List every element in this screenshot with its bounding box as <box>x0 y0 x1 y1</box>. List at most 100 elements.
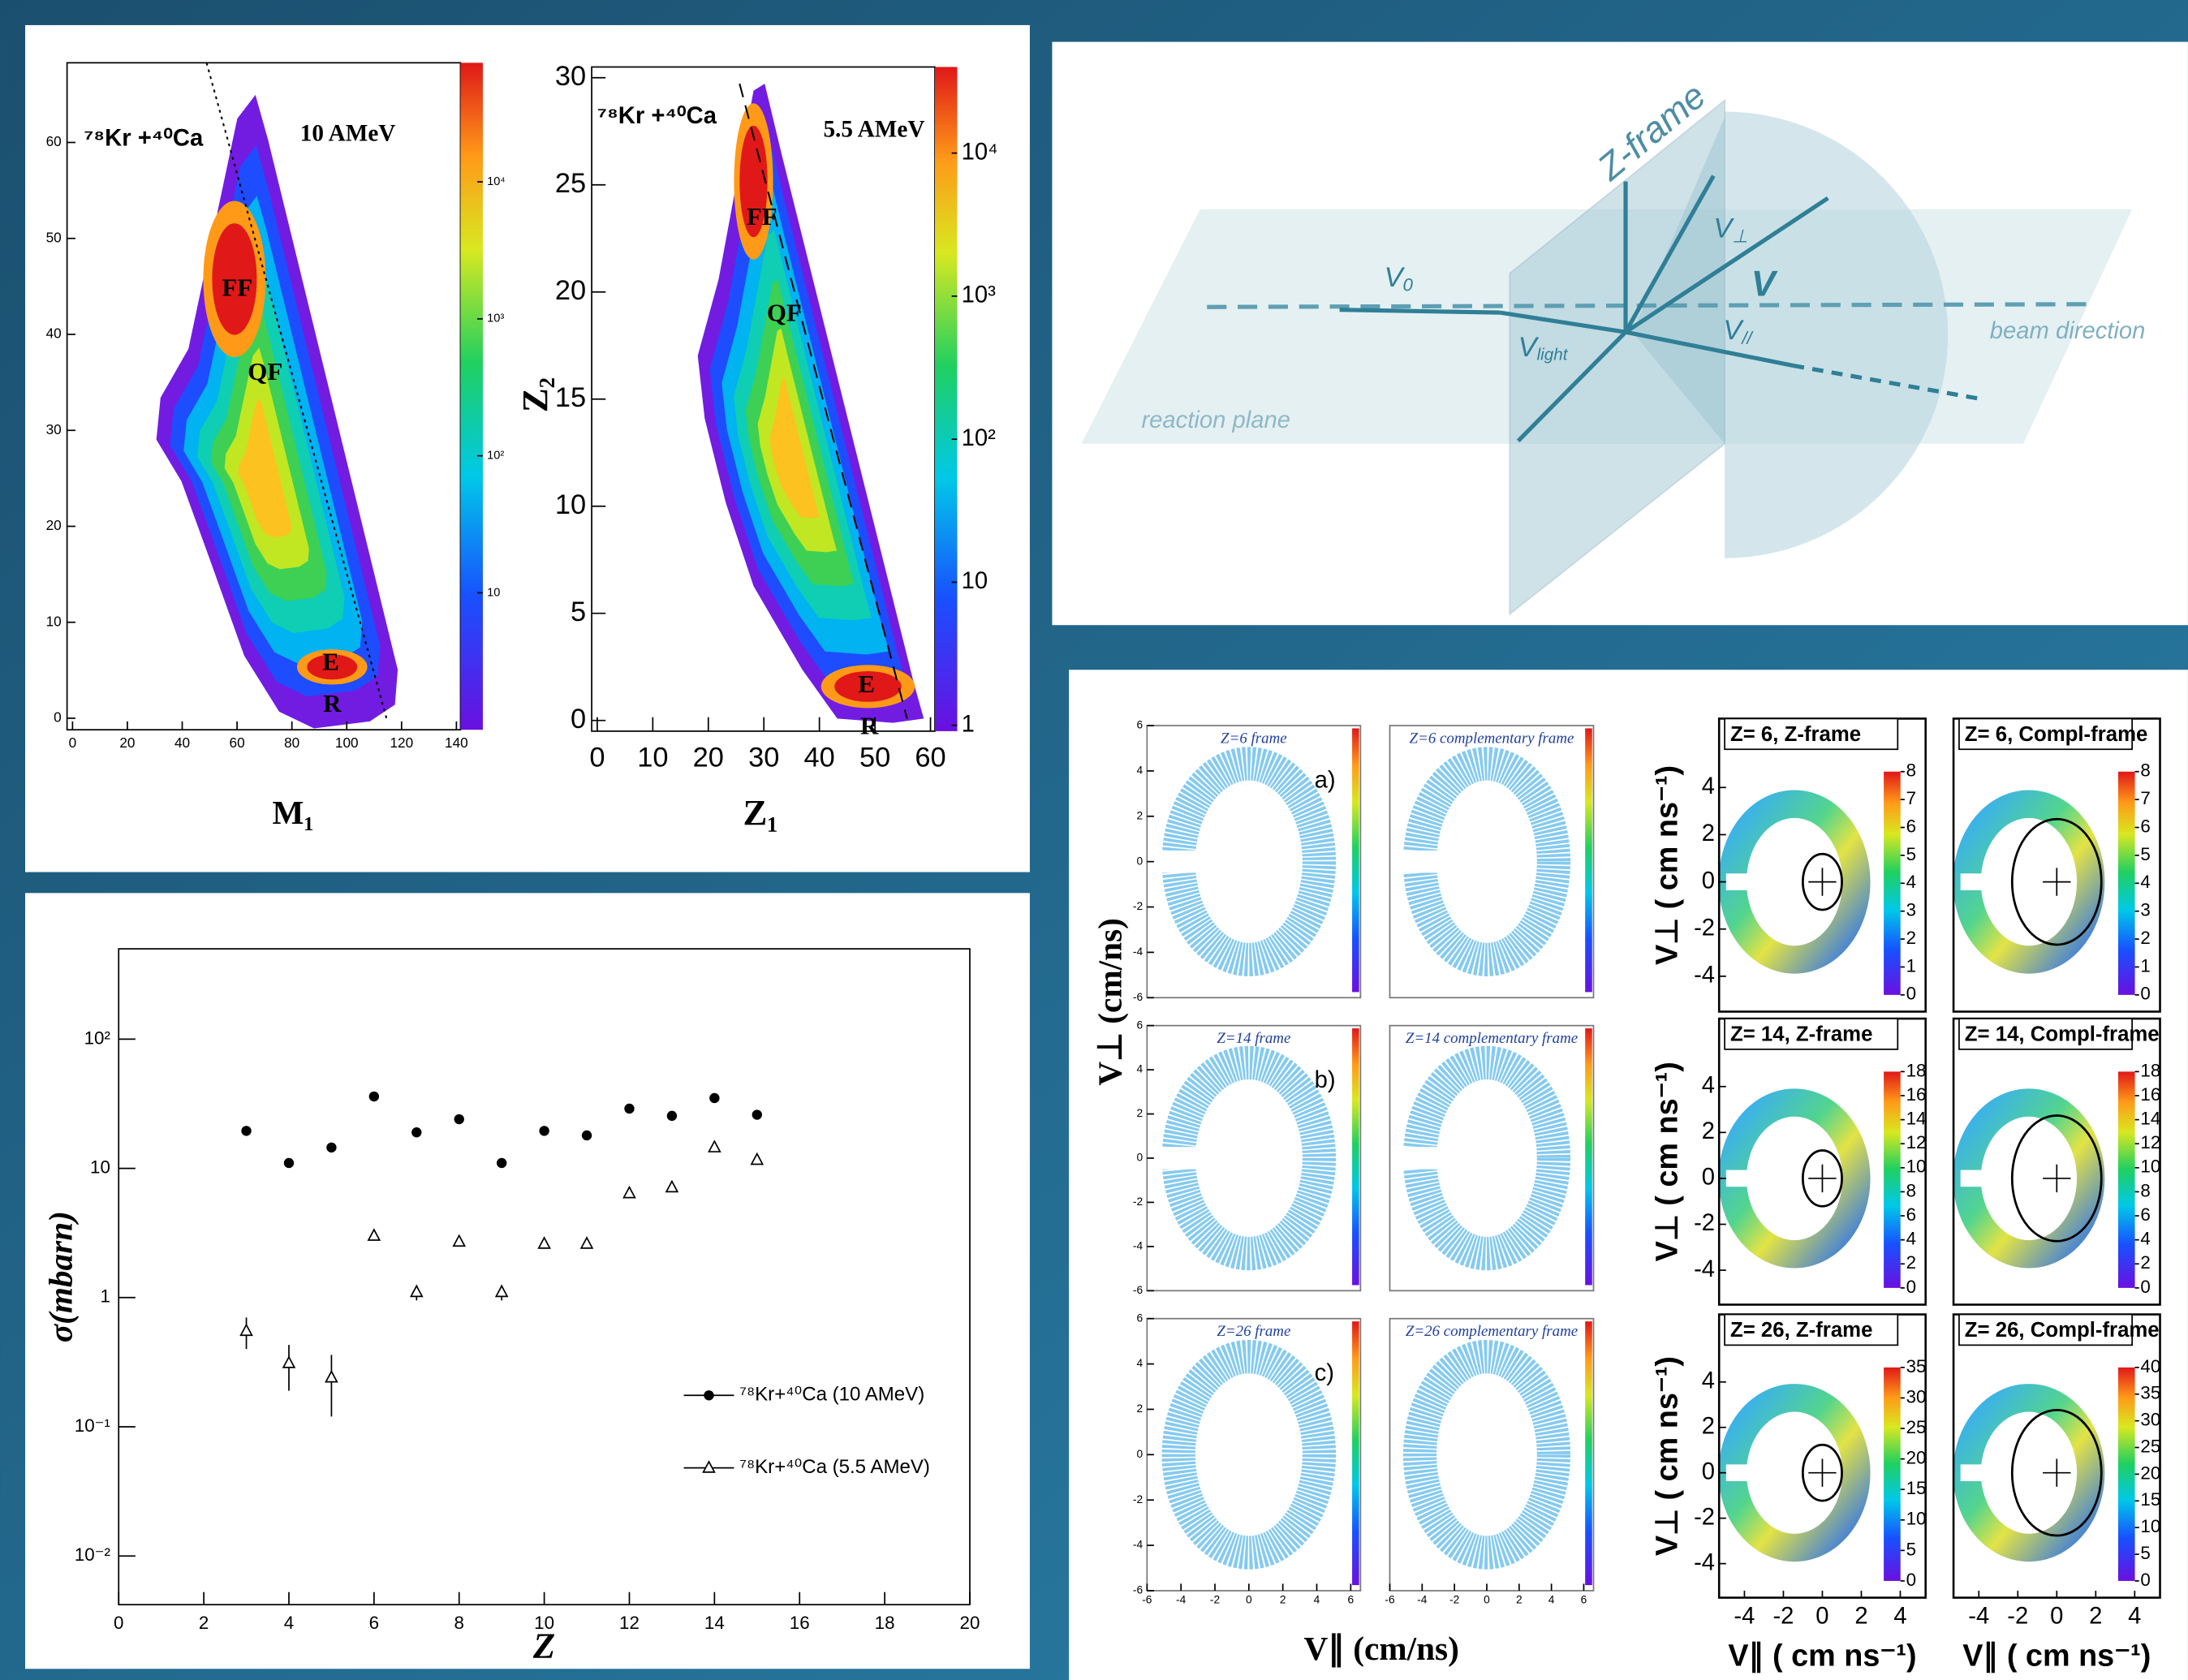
y-tick-label: 15 <box>555 382 586 413</box>
data-point <box>497 1158 506 1168</box>
heatmap-gap <box>1726 1464 1782 1481</box>
panel-label: b) <box>1315 1067 1336 1093</box>
annotation: R <box>323 689 342 717</box>
colorbar-tick-label: 1 <box>962 711 975 737</box>
y-tick-label: 2 <box>1137 809 1144 821</box>
x-tick-label: 4 <box>1314 1594 1320 1606</box>
beam-line <box>1207 304 2086 307</box>
x-tick-label: 0 <box>69 734 77 751</box>
y-axis-title: V⊥ ( cm ns⁻¹) <box>1650 1356 1684 1556</box>
annotation: ⁷⁸Kr +⁴⁰Ca <box>84 126 204 152</box>
y-tick-label: -4 <box>1694 1549 1715 1575</box>
colorbar-tick-label: 0 <box>2140 1277 2150 1297</box>
x-tick-label: 16 <box>790 1613 810 1633</box>
panel-title: Z= 14, Compl-frame <box>1965 1023 2160 1046</box>
colorbar-tick-label: 10 <box>1906 1509 1927 1529</box>
annotation: FF <box>747 202 777 230</box>
colorbar-tick-label: 14 <box>2140 1109 2160 1129</box>
x-tick-label: -4 <box>1176 1594 1187 1606</box>
colorbar <box>1884 1368 1901 1581</box>
x-tick-label: 2 <box>1516 1594 1523 1606</box>
colorbar-tick-label: 10³ <box>962 282 997 308</box>
y-tick-label: 0 <box>1702 868 1715 894</box>
x-tick-label: 2 <box>2089 1603 2102 1629</box>
x-tick-label: 80 <box>284 734 299 751</box>
colorbar-tick-label: 18 <box>2140 1060 2160 1080</box>
colorbar <box>1884 772 1901 995</box>
x-tick-label: 12 <box>619 1613 640 1633</box>
y-tick-label: 2 <box>1702 821 1715 846</box>
colorbar-tick-label: 15 <box>1906 1478 1927 1498</box>
colorbar <box>935 67 958 731</box>
colorbar-tick-label: 12 <box>1906 1132 1927 1152</box>
colorbar <box>1585 1028 1592 1285</box>
colorbar-tick-label: 5 <box>1906 844 1916 864</box>
colorbar-tick-label: 8 <box>1906 1180 1916 1200</box>
x-tick-label: -2 <box>2007 1603 2028 1629</box>
colorbar-tick-label: 10 <box>1906 1157 1927 1177</box>
colorbar-tick-label: 10² <box>487 449 504 462</box>
label: light <box>1537 346 1569 364</box>
panel <box>1069 670 2188 1680</box>
diagram: Z-frame V0 V⊥ V V// Vlight beam directio… <box>1052 42 2187 626</box>
y-tick-label: -2 <box>1694 1210 1715 1236</box>
colorbar-tick-label: 8 <box>2140 760 2150 781</box>
colorbar-tick-label: 16 <box>2140 1084 2160 1105</box>
colorbar-tick-label: 18 <box>1906 1060 1927 1080</box>
colorbar-tick-label: 14 <box>1906 1109 1927 1129</box>
y-tick-label: 10 <box>46 613 62 629</box>
colorbar-tick-label: 4 <box>1906 1229 1916 1249</box>
x-tick-label: -4 <box>1417 1594 1428 1606</box>
x-tick-label: 20 <box>960 1613 980 1633</box>
colorbar-tick-label: 6 <box>2140 816 2150 836</box>
annotation: FF <box>222 274 252 302</box>
y-tick-label: 30 <box>555 61 586 92</box>
x-axis-title: V∥ ( cm ns⁻¹) <box>1962 1639 2151 1673</box>
y-axis-title: V⊥ ( cm ns⁻¹) <box>1650 1062 1684 1261</box>
x-tick-label: 40 <box>804 742 835 773</box>
x-tick-label: 6 <box>1348 1594 1355 1606</box>
y-tick-label: -6 <box>1133 1284 1144 1296</box>
colorbar-tick-label: 8 <box>2140 1180 2150 1200</box>
x-tick-label: 18 <box>875 1613 895 1633</box>
heatmap-gap <box>1395 851 1459 873</box>
data-point <box>326 1143 336 1152</box>
x-tick-label: 60 <box>230 734 245 751</box>
heatmap-gap <box>1961 1464 2017 1481</box>
colorbar-tick-label: 6 <box>1906 1204 1916 1225</box>
y-tick-label: 4 <box>1702 1072 1715 1098</box>
y-tick-label: 6 <box>1137 719 1144 731</box>
data-point <box>667 1111 677 1121</box>
x-tick-label: 30 <box>748 742 779 773</box>
colorbar-tick-label: 5 <box>1906 1539 1916 1559</box>
panel-label: a) <box>1315 768 1336 794</box>
colorbar <box>1884 1071 1901 1287</box>
colorbar-tick-label: 4 <box>1906 872 1916 892</box>
y-tick-label: 50 <box>46 229 62 245</box>
y-tick-label: 25 <box>555 168 586 199</box>
y-tick-label: 10 <box>90 1157 110 1177</box>
panel-title: Z= 14, Z-frame <box>1730 1023 1872 1046</box>
panel-title: Z=14 complementary frame <box>1406 1030 1578 1047</box>
panel-title: Z=26 complementary frame <box>1406 1323 1578 1340</box>
y-axis-title: σ(mbarn) <box>42 1211 80 1342</box>
colorbar-tick-label: 40 <box>2140 1356 2160 1376</box>
y-tick-label: 2 <box>1137 1402 1144 1415</box>
colorbar-tick-label: 10 <box>2140 1516 2160 1536</box>
colorbar-tick-label: 2 <box>2140 928 2150 948</box>
y-tick-label: 10⁻² <box>75 1544 111 1565</box>
colorbar <box>2118 1071 2135 1287</box>
heatmap-gap <box>1395 1147 1459 1170</box>
x-tick-label: -6 <box>1142 1594 1152 1606</box>
y-tick-label: -2 <box>1133 900 1143 912</box>
y-axis-title: V⊥ ( cm ns⁻¹) <box>1650 765 1684 965</box>
x-tick-label: 0 <box>1246 1594 1252 1606</box>
x-tick-label: 0 <box>114 1613 123 1633</box>
label: V <box>1751 264 1778 304</box>
y-tick-label: 20 <box>46 517 62 533</box>
x-tick-label: 4 <box>1893 1603 1906 1629</box>
y-tick-label: 0 <box>1137 1152 1144 1164</box>
x-tick-label: 0 <box>2050 1603 2063 1629</box>
colorbar-tick-label: 4 <box>2140 1229 2150 1249</box>
colorbar-tick-label: 10⁴ <box>962 139 998 165</box>
